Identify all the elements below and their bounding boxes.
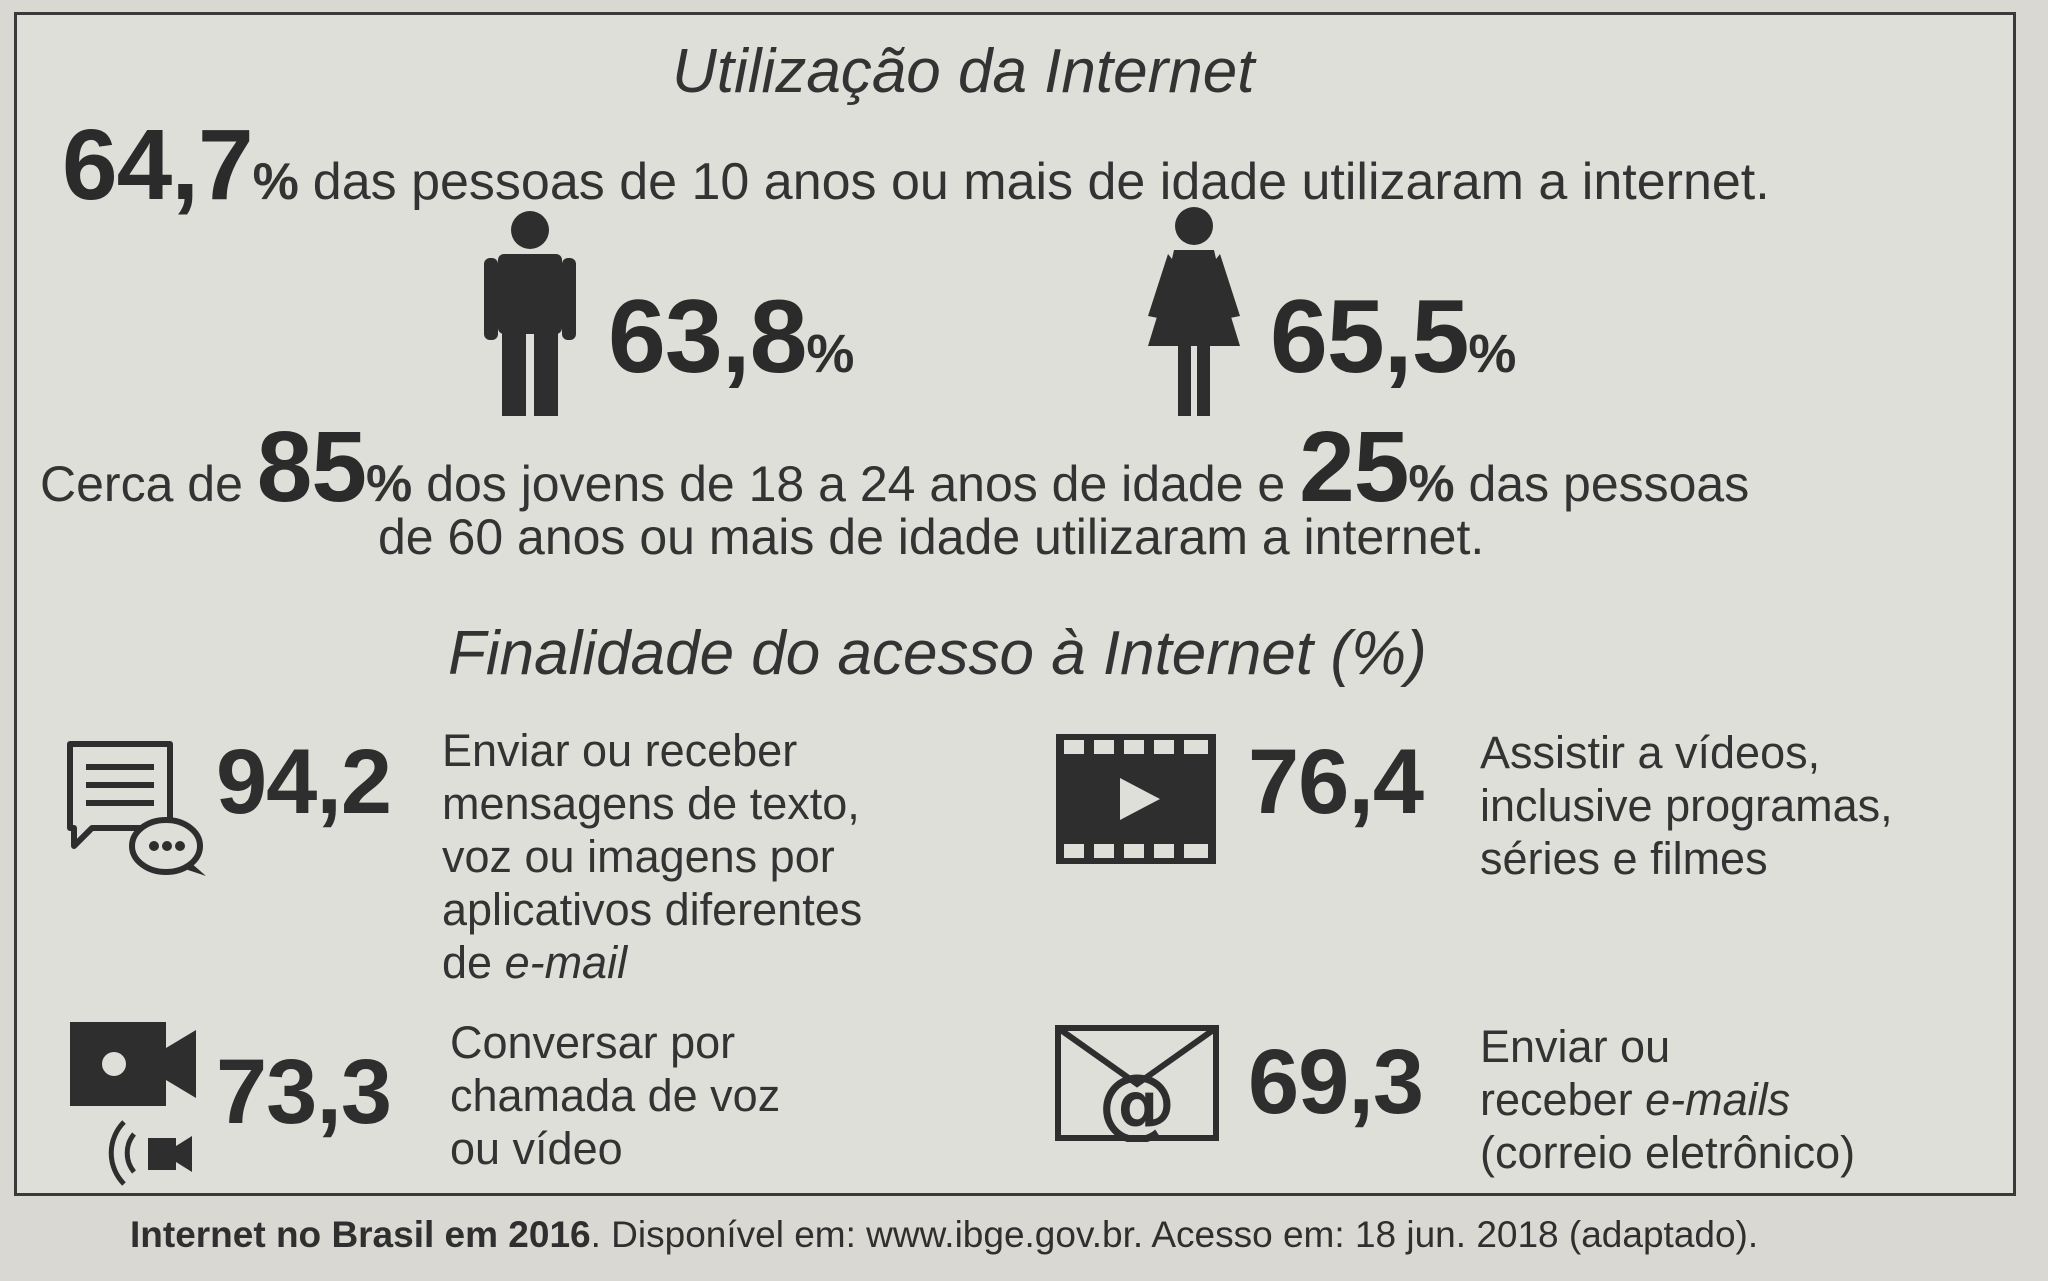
chat-bubbles-icon: [66, 740, 208, 880]
age-stats-line2: de 60 anos ou mais de idade utilizaram a…: [378, 509, 1485, 565]
email-icon: @: [1054, 1024, 1220, 1142]
purpose-videos-text: Assistir a vídeos, inclusive programas, …: [1480, 726, 1893, 885]
purpose-messaging-line: aplicativos diferentes: [442, 884, 863, 935]
purpose-email-value: 69,3: [1248, 1031, 1424, 1133]
purpose-messaging-value: 94,2: [216, 731, 392, 833]
young-text: dos jovens de 18 a 24 anos de idade e: [426, 456, 1286, 512]
purpose-email-line: (correio eletrônico): [1480, 1127, 1856, 1178]
headline-value: 64,7: [62, 109, 254, 221]
old-text: das pessoas: [1468, 456, 1750, 512]
headline-stat: 64,7% das pessoas de 10 anos ou mais de …: [62, 108, 1770, 223]
male-stat: 63,8%: [608, 278, 854, 397]
male-unit: %: [806, 324, 855, 384]
purpose-calls-line: ou vídeo: [450, 1123, 623, 1174]
svg-text:@: @: [1098, 1059, 1176, 1142]
purpose-calls-text: Conversar por chamada de voz ou vídeo: [450, 1016, 780, 1175]
video-play-icon: [1054, 732, 1218, 866]
age-prefix: Cerca de: [40, 456, 243, 512]
purpose-email-line: receber e-mails: [1480, 1073, 1855, 1126]
purpose-messaging-line: de e-mail: [442, 936, 862, 989]
purpose-calls-value: 73,3: [216, 1041, 392, 1143]
purpose-videos-line: Assistir a vídeos,: [1480, 727, 1821, 778]
old-value: 25: [1299, 411, 1409, 523]
female-unit: %: [1468, 324, 1517, 384]
purpose-title: Finalidade do acesso à Internet (%): [448, 619, 1427, 688]
infographic-title: Utilização da Internet: [672, 37, 1255, 106]
purpose-messaging-line: voz ou imagens por: [442, 831, 835, 882]
purpose-messaging-last-italic: e-mail: [504, 937, 628, 988]
woman-icon: [1144, 206, 1244, 416]
purpose-videos-value: 76,4: [1248, 731, 1424, 833]
male-value: 63,8: [608, 279, 807, 395]
purpose-messaging-line: Enviar ou receber: [442, 725, 798, 776]
purpose-email-line2-italic: e-mails: [1645, 1074, 1791, 1125]
female-stat: 65,5%: [1270, 278, 1516, 397]
purpose-messaging-last-prefix: de: [442, 937, 505, 988]
young-unit: %: [366, 455, 413, 513]
man-icon: [484, 210, 576, 416]
purpose-messaging-line: mensagens de texto,: [442, 778, 860, 829]
old-unit: %: [1408, 455, 1455, 513]
source-rest: . Disponível em: www.ibge.gov.br. Acesso…: [590, 1214, 1759, 1255]
purpose-calls-line: chamada de voz: [450, 1070, 781, 1121]
purpose-email-line2-prefix: receber: [1480, 1074, 1646, 1125]
source-citation: Internet no Brasil em 2016. Disponível e…: [130, 1214, 1758, 1256]
headline-text: das pessoas de 10 anos ou mais de idade …: [312, 153, 1770, 211]
young-value: 85: [256, 411, 367, 523]
purpose-calls-line: Conversar por: [450, 1017, 736, 1068]
purpose-email-text: Enviar ou receber e-mails (correio eletr…: [1480, 1020, 1855, 1179]
video-call-icon: [68, 1018, 218, 1188]
purpose-videos-line: séries e filmes: [1480, 833, 1768, 884]
headline-unit: %: [252, 153, 299, 211]
age-stats-line1: Cerca de 85% dos jovens de 18 a 24 anos …: [40, 410, 1749, 525]
purpose-email-line: Enviar ou: [1480, 1021, 1671, 1072]
source-title: Internet no Brasil em 2016: [130, 1214, 591, 1255]
female-value: 65,5: [1270, 279, 1469, 395]
infographic-frame: [14, 12, 2016, 1196]
purpose-messaging-text: Enviar ou receber mensagens de texto, vo…: [442, 724, 862, 989]
purpose-videos-line: inclusive programas,: [1480, 780, 1893, 831]
